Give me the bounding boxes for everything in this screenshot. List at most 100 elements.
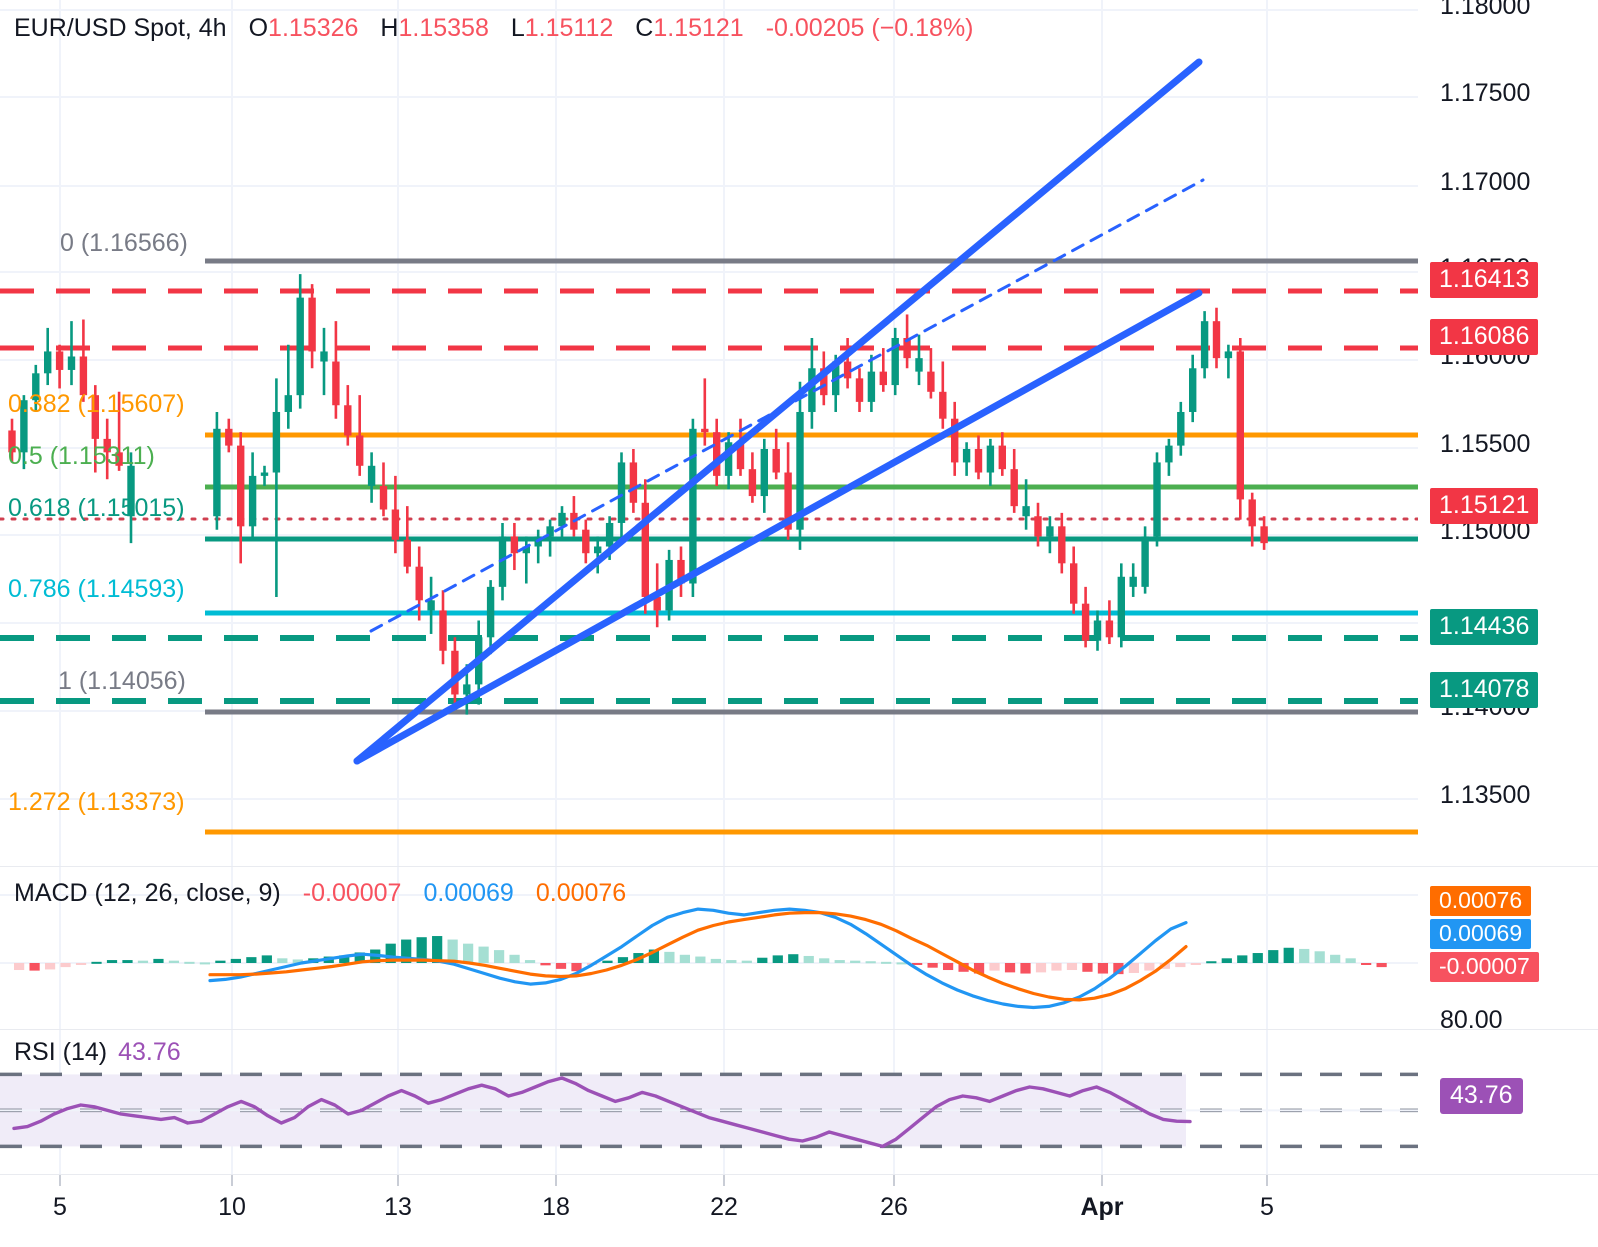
price-tag-3[interactable]: 1.14436 [1430,609,1539,645]
macd-hist-bar [741,960,752,963]
macd-hist-bar [617,957,629,963]
candle-body [20,400,28,453]
time-label-0: 5 [53,1193,67,1221]
macd-hist-bar [339,955,350,963]
candle-body [605,522,614,547]
macd-hist-bar [199,962,211,965]
macd-hist-bar [230,958,241,963]
price-legend: EUR/USD Spot, 4h O1.15326 H1.15358 L1.15112… [14,14,974,43]
price-axis[interactable]: 1.180001.175001.170001.165001.160001.155… [1418,0,1598,866]
candle-body [974,448,983,473]
candle-body [843,361,852,379]
rsi-tag-0[interactable]: 43.76 [1440,1078,1523,1114]
candle-body [879,371,887,386]
candle-body [1165,445,1173,463]
macd-hist-bar [896,962,907,965]
high-label: H [380,14,399,42]
macd-hist-bar [1330,954,1341,963]
macd-hist-bar [277,958,288,963]
price-tick-0: 1.18000 [1440,0,1531,20]
macd-plot-area[interactable] [0,867,1418,1029]
candle-body [8,430,16,453]
macd-hist-bar [881,961,892,964]
candle-body [1022,506,1030,517]
macd-hist-bar [1066,963,1078,971]
macd-hist-bar [106,960,118,963]
rsi-axis[interactable]: 80.00 43.76 [1418,1006,1598,1174]
rsi-chart-svg [0,1030,1418,1174]
macd-hist-bar [168,960,180,963]
candle-body [1010,469,1018,507]
candle-body [701,428,709,433]
macd-hist-bar [772,955,783,963]
price-tag-4[interactable]: 1.14078 [1430,672,1539,708]
macd-hist-bar [1175,963,1186,968]
candle-body [617,462,626,523]
macd-hist-bar [137,960,149,963]
price-tick-9: 1.13500 [1440,781,1531,809]
macd-hist-bar [1097,963,1109,974]
candle-body [260,472,269,476]
macd-hist-bar [1206,961,1217,964]
candle-body [463,684,471,695]
macd-hist-bar [726,960,737,963]
candle-body [67,356,76,370]
candle-body [510,536,519,554]
price-tag-1[interactable]: 1.16086 [1430,319,1539,355]
price-plot-area[interactable]: 0 (1.16566) 0.382 (1.15607) 0.5 (1.15311) 0… [0,0,1418,866]
macd-tag-0[interactable]: 0.00076 [1430,886,1532,917]
close-value: 1.15121 [653,14,744,42]
rsi-plot-area[interactable] [0,1030,1418,1174]
time-label-1: 10 [218,1193,246,1221]
candle-body [998,445,1006,470]
macd-hist-bar [29,963,40,971]
high-value: 1.15358 [398,14,489,42]
price-tick-1: 1.17500 [1440,79,1531,107]
candle-body [44,351,52,374]
candle-body [103,438,111,453]
macd-hist-bar [803,955,814,963]
candlestick-series [8,274,1268,715]
candle-body [546,526,554,537]
macd-tag-1[interactable]: 0.00069 [1430,919,1532,950]
macd-hist-bar [246,957,257,963]
macd-hist-bar [1221,958,1232,963]
dashed-trendline[interactable] [369,178,1205,633]
candle-body [689,428,697,584]
candle-body [855,378,864,402]
candle-body [1212,321,1221,359]
price-tick-2: 1.17000 [1440,168,1531,196]
candle-body [784,472,792,530]
candle-body [772,448,780,473]
macd-axis[interactable]: 0.00076 0.00069 -0.00007 [1418,867,1598,1029]
macd-hist-bar [695,956,706,963]
candle-body [903,337,911,359]
price-axis-stubs [1418,0,1598,866]
time-label-3: 18 [542,1193,570,1221]
price-tag-2[interactable]: 1.15121 [1430,488,1539,524]
time-label-5: 26 [880,1193,908,1221]
time-axis[interactable]: 5 10 13 18 22 26 Apr 5 [0,1174,1598,1247]
macd-hist-bar [664,951,675,963]
candle-body [308,297,316,352]
price-tag-0[interactable]: 1.16413 [1430,262,1539,298]
macd-tag-2[interactable]: -0.00007 [1430,952,1539,983]
macd-hist-bar [153,958,164,963]
rsi-title: RSI (14) [14,1038,108,1066]
fib-label-1: 0.382 (1.15607) [8,390,185,418]
macd-hist-bar [1082,963,1093,972]
macd-hist-bar [91,961,102,964]
candle-body [915,358,923,372]
macd-hist-bar [524,960,536,963]
macd-hist-bar [679,954,690,963]
candle-body [115,452,123,466]
rsi-line [12,1076,1192,1149]
time-label-7: 5 [1260,1193,1274,1221]
candle-body [748,469,757,497]
lower-channel[interactable] [353,289,1203,765]
candle-body [498,536,507,587]
rsi-tick-0: 80.00 [1440,1006,1503,1034]
macd-hist-bar [865,961,876,964]
macd-hist-bar [44,963,56,970]
